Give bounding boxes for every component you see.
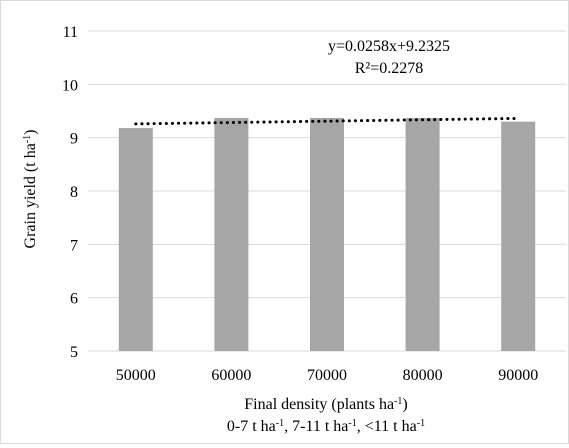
x-tick-label: 90000 xyxy=(498,367,538,384)
y-axis-title: Grain yield (t ha-1) xyxy=(22,130,40,249)
x-tick-label: 60000 xyxy=(211,367,251,384)
y-tick-label: 11 xyxy=(63,24,78,41)
trendline-path xyxy=(134,116,520,126)
trendline-equation: y=0.0258x+9.2325 xyxy=(328,38,450,55)
chart-subtitle: 0-7 t ha-1, 7-11 t ha-1, <11 t ha-1 xyxy=(227,418,425,436)
x-tick-labels: 50000 60000 70000 80000 90000 xyxy=(116,367,538,384)
bar xyxy=(405,117,440,351)
y-tick-label: 9 xyxy=(70,131,78,148)
trendline xyxy=(134,116,520,126)
y-tick-label: 8 xyxy=(70,184,78,201)
y-tick-label: 7 xyxy=(70,237,78,254)
y-tick-label: 6 xyxy=(70,291,78,308)
bar xyxy=(214,117,249,351)
y-tick-label: 10 xyxy=(62,77,78,94)
y-tick-labels: 5 6 7 8 9 10 11 xyxy=(62,24,78,361)
y-tick-label: 5 xyxy=(70,344,78,361)
bar xyxy=(118,128,153,351)
x-tick-label: 80000 xyxy=(403,367,443,384)
x-tick-label: 70000 xyxy=(307,367,347,384)
bar xyxy=(501,121,536,352)
trendline-r-squared: R²=0.2278 xyxy=(355,60,424,77)
bar xyxy=(310,117,344,351)
x-tick-label: 50000 xyxy=(116,367,156,384)
x-axis-title: Final density (plants ha-1) xyxy=(244,396,407,414)
bars xyxy=(118,117,536,352)
